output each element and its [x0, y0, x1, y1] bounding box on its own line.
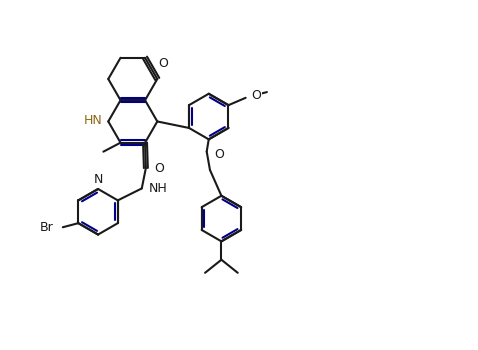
Text: HN: HN [83, 114, 102, 127]
Text: NH: NH [149, 182, 168, 195]
Text: N: N [93, 174, 103, 187]
Text: O: O [251, 89, 261, 102]
Text: O: O [154, 161, 164, 175]
Text: O: O [159, 57, 168, 70]
Text: O: O [214, 148, 224, 161]
Text: Br: Br [40, 221, 54, 234]
